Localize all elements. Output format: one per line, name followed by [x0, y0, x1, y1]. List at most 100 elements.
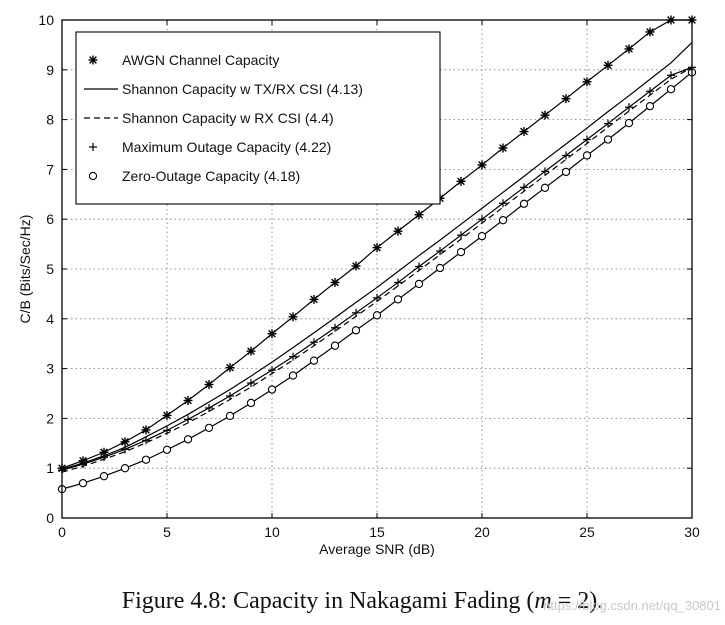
legend-item: Shannon Capacity w RX CSI (4.4)	[84, 110, 334, 126]
data-point-plus	[79, 460, 87, 469]
data-point-circle	[351, 326, 361, 335]
data-point-plus	[646, 87, 654, 96]
capacity-chart: 0 5 10 15 20 25 30 0 1 2 3 4 5 6 7 8 9 10 Average SNR (dB…	[17, 12, 700, 557]
data-point-circle	[330, 341, 340, 350]
legend: AWGN Channel Capacity Shannon Capacity w …	[75, 31, 441, 205]
data-point-circle	[624, 118, 634, 128]
x-tick-label: 5	[163, 524, 171, 540]
data-point-asterisk	[582, 77, 592, 87]
data-point-asterisk	[183, 395, 193, 405]
data-point-circle	[162, 445, 172, 454]
data-point-circle	[498, 216, 508, 225]
y-tick-label: 1	[46, 460, 54, 476]
data-point-asterisk	[288, 312, 298, 322]
data-point-plus	[331, 323, 339, 332]
data-point-plus	[142, 436, 150, 445]
data-point-plus	[100, 453, 108, 462]
data-point-asterisk	[225, 363, 235, 373]
data-point-plus	[583, 135, 591, 144]
data-point-circle	[99, 472, 109, 481]
data-point-circle	[519, 199, 529, 208]
data-point-circle	[288, 371, 298, 380]
data-point-plus	[352, 308, 360, 317]
data-point-plus	[415, 262, 423, 271]
legend-label: Shannon Capacity w TX/RX CSI (4.13)	[122, 81, 363, 97]
data-point-asterisk	[246, 346, 256, 356]
data-point-asterisk	[204, 380, 214, 390]
legend-label: Maximum Outage Capacity (4.22)	[122, 139, 331, 155]
data-point-asterisk	[414, 210, 424, 220]
data-point-asterisk	[624, 44, 634, 54]
data-point-plus	[394, 278, 402, 287]
data-point-asterisk	[456, 176, 466, 186]
data-point-asterisk	[141, 425, 151, 435]
data-point-asterisk	[561, 94, 571, 104]
x-tick-label: 15	[369, 524, 385, 540]
data-point-plus	[226, 391, 234, 400]
data-point-asterisk	[351, 261, 361, 271]
y-tick-label: 10	[38, 12, 54, 28]
legend-label: Zero-Outage Capacity (4.18)	[122, 168, 300, 184]
data-point-circle	[666, 85, 676, 94]
caption-suffix: = 2).	[551, 588, 604, 614]
data-point-asterisk	[603, 60, 613, 70]
legend-label: AWGN Channel Capacity	[122, 52, 279, 68]
data-point-asterisk	[330, 277, 340, 287]
data-point-plus	[457, 231, 465, 240]
data-point-circle	[603, 135, 613, 144]
data-point-asterisk	[393, 226, 403, 236]
data-point-circle	[393, 295, 403, 304]
y-tick-label: 9	[46, 62, 54, 78]
data-point-circle	[246, 398, 256, 408]
x-tick-label: 10	[264, 524, 280, 540]
legend-item: Maximum Outage Capacity (4.22)	[89, 139, 331, 155]
y-tick-label: 6	[46, 211, 54, 227]
data-point-circle	[78, 478, 88, 488]
figure-caption: Figure 4.8: Capacity in Nakagami Fading …	[0, 588, 725, 615]
x-axis-label: Average SNR (dB)	[319, 541, 435, 557]
data-point-plus	[310, 338, 318, 347]
data-point-plus	[289, 352, 297, 361]
y-tick-label: 4	[46, 311, 54, 327]
y-tick-label: 5	[46, 261, 54, 277]
watermark-text: https://blog.csdn.net/qq_30801	[543, 598, 721, 613]
data-point-plus	[667, 71, 675, 80]
y-tick-label: 0	[46, 510, 54, 526]
y-tick-label: 7	[46, 161, 54, 177]
y-axis-label: C/B (Bits/Sec/Hz)	[17, 215, 33, 324]
x-tick-label: 0	[58, 524, 66, 540]
chart-ticks: 0 5 10 15 20 25 30 0 1 2 3 4 5 6 7 8 9 10	[38, 12, 700, 540]
data-point-asterisk	[267, 329, 277, 339]
x-tick-label: 25	[579, 524, 595, 540]
data-point-circle	[456, 247, 466, 257]
data-point-plus	[163, 426, 171, 435]
data-point-plus	[478, 215, 486, 224]
data-point-plus	[268, 366, 276, 375]
data-point-circle	[372, 311, 382, 320]
data-point-circle	[582, 151, 592, 160]
series-solid	[61, 41, 693, 470]
data-point-asterisk	[540, 110, 550, 120]
data-point-asterisk	[88, 55, 98, 65]
data-point-circle	[183, 435, 193, 444]
data-point-plus	[520, 183, 528, 192]
data-point-circle	[88, 171, 98, 181]
data-point-asterisk	[519, 127, 529, 137]
data-point-plus	[499, 199, 507, 208]
caption-math-var: m	[534, 588, 552, 614]
y-tick-label: 2	[46, 410, 54, 426]
data-point-plus	[562, 151, 570, 160]
data-point-plus	[247, 379, 255, 388]
data-point-asterisk	[645, 27, 655, 37]
data-point-asterisk	[162, 410, 172, 420]
data-point-circle	[204, 423, 214, 433]
legend-box	[75, 31, 441, 205]
series-circle-markers	[57, 68, 697, 494]
y-tick-label: 8	[46, 112, 54, 128]
x-tick-label: 30	[684, 524, 700, 540]
data-point-circle	[120, 464, 130, 473]
data-point-circle	[225, 411, 235, 421]
data-point-plus	[625, 103, 633, 112]
legend-item: AWGN Channel Capacity	[88, 52, 279, 68]
data-point-plus	[89, 143, 97, 151]
